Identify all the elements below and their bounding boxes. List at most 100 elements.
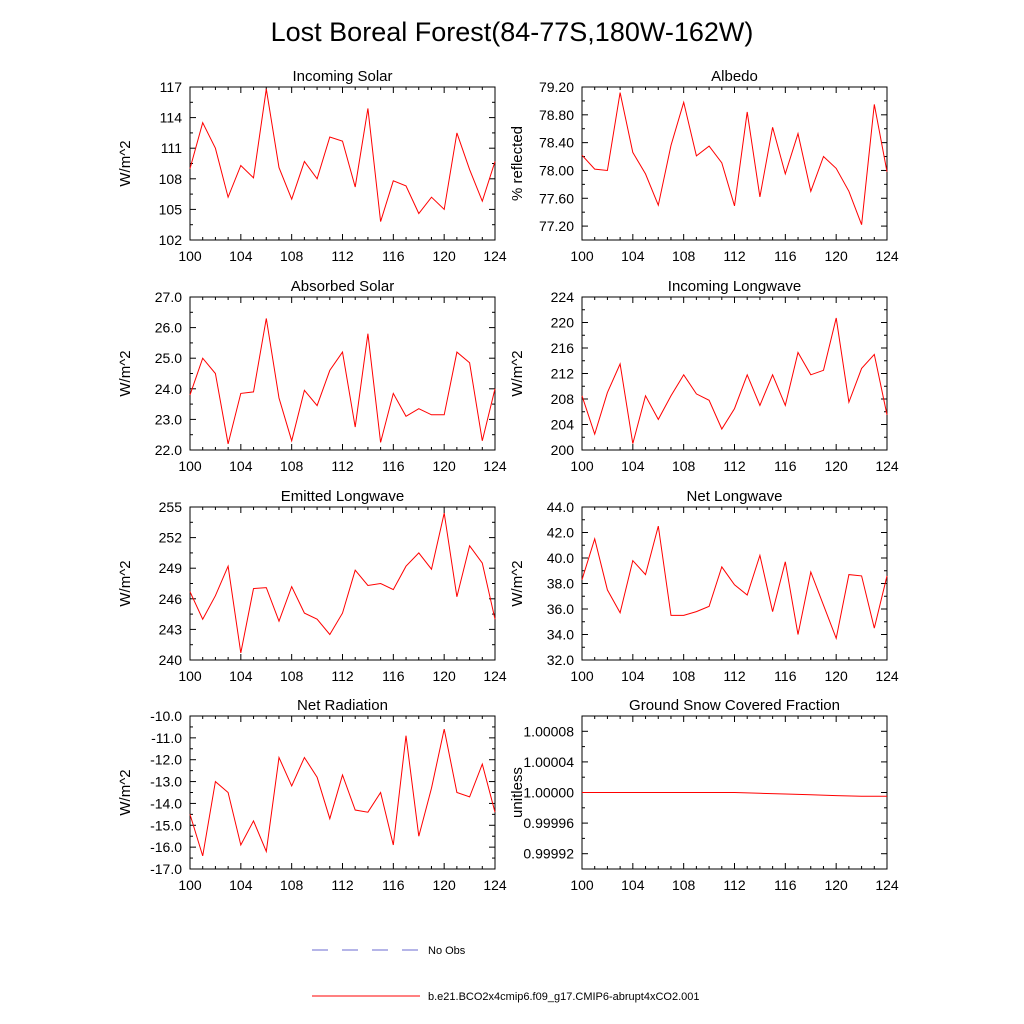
series-line-albedo	[581, 92, 888, 225]
x-tick-label: 112	[331, 458, 354, 474]
y-tick-label: 79.20	[539, 79, 574, 95]
x-tick-label: 100	[178, 668, 202, 684]
x-tick-label: 108	[280, 668, 304, 684]
x-tick-label: 124	[483, 248, 507, 264]
series-line-ground-snow-covered-fraction	[582, 792, 887, 797]
series-line-net-longwave	[581, 525, 888, 641]
series-line-absorbed-solar	[189, 318, 496, 445]
y-tick-label: 36.0	[547, 601, 574, 617]
x-tick-label: 120	[432, 458, 456, 474]
y-axis-label: % reflected	[509, 126, 526, 201]
y-tick-label: 40.0	[547, 550, 574, 566]
plot-frame	[189, 715, 496, 870]
panel-title: Net Radiation	[297, 697, 388, 714]
x-tick-label: 104	[621, 458, 645, 474]
panel-title: Albedo	[711, 68, 758, 85]
y-tick-label: 246	[159, 591, 183, 607]
x-tick-label: 116	[382, 248, 405, 264]
x-tick-label: 100	[570, 458, 594, 474]
panel-title: Net Longwave	[687, 488, 783, 505]
series-line-emitted-longwave	[189, 512, 496, 653]
x-tick-label: 112	[723, 458, 746, 474]
y-tick-label: 77.60	[539, 190, 574, 206]
y-tick-label: 23.0	[155, 411, 182, 427]
plot-frame	[581, 296, 888, 451]
y-tick-label: 27.0	[155, 289, 182, 305]
x-tick-label: 116	[382, 877, 405, 893]
x-tick-label: 124	[483, 458, 507, 474]
y-tick-label: 77.20	[539, 218, 574, 234]
x-tick-label: 108	[280, 248, 304, 264]
y-tick-label: 38.0	[547, 576, 574, 592]
panel-emitted-longwave: Emitted Longwave 100 104 108 112 116 120 124 240…	[117, 488, 507, 684]
plot-frame	[189, 86, 496, 241]
y-tick-label: 25.0	[155, 350, 182, 366]
panel-net-radiation: Net Radiation 100 104 108 112 116 120 124 -17.0 -…	[117, 697, 507, 893]
x-tick-label: 108	[672, 248, 696, 264]
y-axis-label: W/m^2	[117, 140, 134, 186]
x-tick-label: 116	[774, 668, 797, 684]
plot-frame	[581, 86, 888, 241]
plot-frame	[189, 296, 496, 451]
x-tick-label: 124	[875, 877, 899, 893]
y-tick-label: 224	[551, 289, 575, 305]
y-tick-label: 200	[551, 442, 575, 458]
x-tick-label: 104	[229, 458, 253, 474]
y-axis-label: W/m^2	[117, 560, 134, 606]
x-tick-label: 112	[331, 877, 354, 893]
y-tick-label: 44.0	[547, 499, 574, 515]
x-tick-label: 120	[824, 668, 848, 684]
x-tick-label: 100	[570, 877, 594, 893]
y-axis-label: unitless	[509, 767, 526, 818]
y-tick-label: -11.0	[151, 730, 182, 746]
x-tick-label: 120	[824, 877, 848, 893]
x-tick-label: 112	[723, 877, 746, 893]
y-tick-label: 22.0	[155, 442, 182, 458]
y-tick-label: 1.00004	[523, 754, 574, 770]
x-tick-label: 124	[483, 668, 507, 684]
panel-net-longwave: Net Longwave 100 104 108 112 116 120 124 32.0 34.…	[509, 488, 899, 684]
y-tick-label: 32.0	[547, 652, 574, 668]
x-tick-label: 104	[621, 877, 645, 893]
x-tick-label: 100	[570, 248, 594, 264]
x-tick-label: 124	[875, 458, 899, 474]
y-tick-label: 240	[159, 652, 183, 668]
y-axis-label: W/m^2	[117, 350, 134, 396]
x-tick-label: 108	[280, 458, 304, 474]
y-tick-label: 208	[551, 391, 575, 407]
x-tick-label: 100	[178, 458, 202, 474]
y-tick-label: -14.0	[150, 795, 182, 811]
x-tick-label: 112	[723, 248, 746, 264]
x-tick-label: 112	[723, 668, 746, 684]
panel-ground-snow-covered-fraction: Ground Snow Covered Fraction 100 104 108 112…	[509, 697, 899, 893]
y-tick-label: -13.0	[150, 774, 182, 790]
panel-title: Ground Snow Covered Fraction	[629, 697, 840, 714]
y-axis-label: W/m^2	[509, 560, 526, 606]
y-axis-label: W/m^2	[117, 769, 134, 815]
y-tick-label: 243	[159, 621, 183, 637]
y-tick-label: 78.00	[539, 162, 574, 178]
x-tick-label: 112	[331, 248, 354, 264]
plot-frame	[189, 506, 496, 661]
panel-incoming-solar: Incoming Solar 100 104 108 112 116 120 124 102 10…	[117, 68, 507, 264]
y-tick-label: 0.99992	[523, 846, 574, 862]
y-axis-label: W/m^2	[509, 350, 526, 396]
y-tick-label: 220	[551, 315, 575, 331]
x-tick-label: 100	[178, 248, 202, 264]
plot-frame	[581, 506, 888, 661]
y-tick-label: 24.0	[155, 381, 182, 397]
series-line-incoming-longwave	[581, 317, 888, 444]
y-tick-label: 114	[160, 110, 183, 126]
y-tick-label: 249	[159, 560, 183, 576]
x-tick-label: 116	[774, 877, 797, 893]
y-tick-label: 78.80	[539, 107, 574, 123]
x-tick-label: 116	[774, 458, 797, 474]
x-tick-label: 120	[824, 248, 848, 264]
panel-incoming-longwave: Incoming Longwave 100 104 108 112 116 120 124 20…	[509, 278, 899, 474]
x-tick-label: 124	[875, 248, 899, 264]
x-tick-label: 100	[178, 877, 202, 893]
x-tick-label: 108	[280, 877, 304, 893]
x-tick-label: 112	[331, 668, 354, 684]
